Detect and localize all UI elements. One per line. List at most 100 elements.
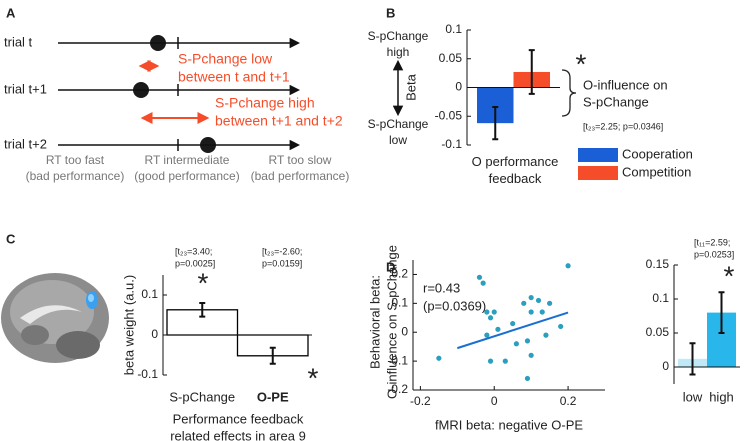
point	[528, 309, 534, 315]
legend-swatch	[578, 148, 618, 162]
y-tick-label: 0.15	[646, 257, 670, 271]
x-axis-label: related effects in area 9	[170, 428, 306, 441]
point	[547, 300, 553, 306]
stat-label: [t₂₃=3.40;	[175, 246, 212, 256]
x-tick-label: low	[683, 389, 703, 404]
error-bar	[269, 346, 276, 365]
y-tick-label: 0.1	[652, 291, 669, 305]
error-bar	[199, 302, 206, 318]
legend-label: Competition	[622, 164, 691, 179]
change-label: S-Pchange high	[215, 95, 315, 111]
stat-label: [t₂₃=-2.60;	[262, 246, 302, 256]
stat-label: [t₂₃=2.25; p=0.0346]	[583, 121, 663, 131]
rt-label: RT too fast	[46, 153, 105, 167]
change-label: between t+1 and t+2	[215, 113, 343, 129]
error-bar	[718, 291, 725, 334]
x-tick-label: O performance feedback	[471, 154, 559, 186]
annotation: S-pChange	[368, 29, 429, 43]
x-axis-label: fMRI beta: negative O-PE	[435, 417, 583, 432]
annotation: S-pChange	[368, 117, 429, 131]
x-axis-label: Performance feedback	[173, 411, 304, 426]
y-tick-label: 0.05	[439, 51, 463, 65]
point	[487, 315, 494, 321]
x-tick-label: -0.2	[410, 394, 431, 408]
y-tick-label: 0.1	[445, 22, 462, 36]
y-tick-label: 0.2	[391, 267, 408, 281]
trial-label: trial t+2	[4, 136, 47, 151]
y-axis-label: O-influence on S-pChange	[384, 245, 399, 399]
panel-label: A	[6, 5, 16, 20]
significance-star: *	[308, 362, 319, 393]
significance-star: *	[198, 267, 209, 298]
point	[436, 355, 442, 361]
stat-label: [t₁₁=2.59;	[694, 237, 730, 247]
rt-label: RT intermediate	[145, 153, 230, 167]
y-tick-label: 0	[662, 359, 669, 373]
annotation: r=0.43	[423, 280, 460, 295]
brace	[561, 69, 577, 117]
point	[484, 332, 490, 338]
point	[476, 274, 483, 280]
stat-label: p=0.0253]	[694, 249, 734, 259]
point	[543, 332, 549, 338]
stat-label: p=0.0159]	[262, 258, 302, 268]
rt-label: (bad performance)	[251, 169, 350, 183]
legend-label: Cooperation	[622, 146, 693, 161]
y-tick-label: -0.05	[435, 108, 463, 122]
x-tick-label: 0	[491, 394, 498, 408]
point	[521, 300, 527, 306]
x-tick-label: S-pChange	[169, 389, 235, 404]
point	[510, 320, 516, 327]
point	[502, 358, 508, 364]
annotation: low	[389, 133, 407, 147]
point	[513, 341, 519, 347]
rt-label: (good performance)	[134, 169, 239, 183]
y-tick-label: -0.1	[387, 353, 408, 367]
panel-label: C	[6, 231, 16, 246]
point	[565, 263, 571, 269]
significance-star: *	[724, 260, 735, 291]
point	[528, 294, 534, 301]
panel-label: D	[386, 259, 395, 274]
point	[495, 326, 501, 332]
point	[524, 338, 531, 344]
y-tick-label: 0	[151, 327, 158, 341]
y-tick-label: 0	[401, 324, 408, 338]
y-axis-label: Behavioral beta:	[367, 275, 382, 369]
point	[487, 358, 494, 364]
significance-star: *	[576, 48, 587, 79]
point	[491, 309, 497, 315]
y-tick-label: -0.1	[137, 367, 158, 381]
x-tick-label: 0.2	[560, 394, 577, 408]
y-axis-label: Beta	[403, 73, 418, 101]
point	[535, 297, 542, 304]
y-tick-label: 0	[455, 80, 462, 94]
fit-line	[457, 311, 569, 350]
point	[558, 323, 564, 330]
point	[524, 375, 531, 382]
y-tick-label: -0.2	[387, 382, 408, 396]
y-tick-label: 0.05	[646, 325, 670, 339]
legend-swatch	[578, 166, 618, 180]
y-tick-label: 0.1	[141, 287, 158, 301]
point	[484, 309, 490, 315]
rt-label: (bad performance)	[26, 169, 125, 183]
error-bar	[492, 106, 499, 141]
point	[539, 309, 545, 315]
y-tick-label: 0.1	[391, 296, 408, 310]
stat-label: p=0.0025]	[175, 258, 215, 268]
point	[528, 352, 534, 358]
brain-image	[1, 273, 109, 363]
y-tick-label: -0.1	[441, 137, 462, 151]
panel-label: B	[386, 5, 395, 20]
annotation: S-pChange	[583, 94, 649, 109]
rt-label: RT too slow	[269, 153, 332, 167]
trial-label: trial t+1	[4, 81, 47, 96]
point	[480, 280, 486, 286]
annotation: high	[387, 45, 410, 59]
annotation: (p=0.0369)	[423, 298, 486, 313]
x-tick-label: high	[709, 389, 734, 404]
y-axis-label: beta weight (a.u.)	[121, 275, 136, 375]
